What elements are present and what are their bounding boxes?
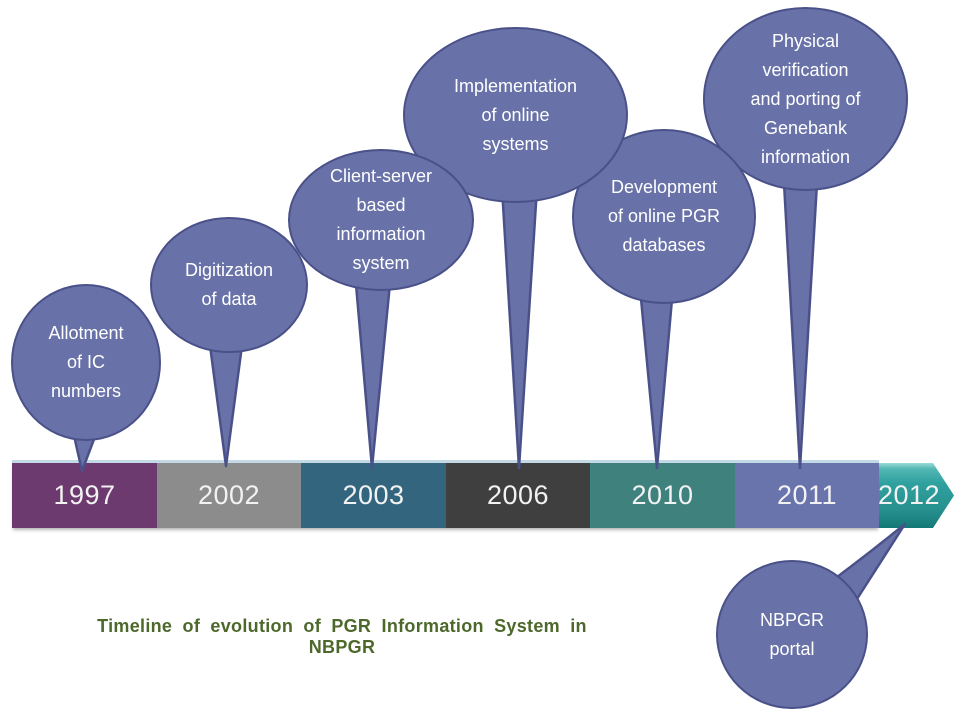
- balloon-implementation-label: Implementation of online systems: [453, 75, 578, 154]
- balloon-tail-implementation: [500, 187, 539, 470]
- timeline-bar-highlight: [12, 460, 879, 463]
- timeline-arrow-2012: [879, 463, 954, 528]
- balloon-nbpgr-portal-label: NBPGR portal: [759, 609, 824, 659]
- timeline-segment-2002: 2002: [157, 463, 301, 528]
- balloon-physical-verification: Physical verification and porting of Gen…: [703, 7, 908, 191]
- year-label-2002: 2002: [197, 480, 261, 510]
- timeline-segment-1997: 1997: [12, 463, 157, 528]
- year-label-2010: 2010: [631, 480, 694, 510]
- year-label-2006: 2006: [486, 480, 550, 510]
- slide-caption: Timeline of evolution of PGR Information…: [97, 616, 587, 657]
- balloon-tail-digitization: [207, 337, 245, 468]
- year-label-2011: 2011: [776, 480, 838, 510]
- balloon-development-label: Development of online PGR databases: [607, 177, 721, 255]
- balloon-allotment-ic-numbers: Allotment of IC numbers: [11, 284, 161, 441]
- balloon-nbpgr-portal: NBPGR portal: [716, 560, 868, 709]
- timeline-bar: 1997 2002 2003 2006 2010 2011: [12, 463, 879, 528]
- balloon-tail-development: [638, 287, 675, 470]
- balloon-digitization-of-data: Digitization of data: [150, 217, 308, 353]
- balloon-client-server-system: Client-server based information system: [288, 149, 474, 291]
- balloon-physical-label: Physical verification and porting of Gen…: [750, 30, 861, 167]
- timeline-segment-2003: 2003: [301, 463, 446, 528]
- balloon-allotment-label: Allotment of IC numbers: [48, 323, 124, 401]
- timeline-segment-2012: 2012: [877, 463, 941, 528]
- balloon-tail-physical: [782, 182, 819, 470]
- timeline-segment-2010: 2010: [590, 463, 735, 528]
- timeline-segment-2006: 2006: [446, 463, 590, 528]
- balloon-digitization-label: Digitization of data: [184, 260, 274, 309]
- timeline-segment-2011: 2011: [735, 463, 879, 528]
- balloon-client-server-label: Client-server based information system: [329, 166, 433, 273]
- year-label-2003: 2003: [342, 480, 405, 510]
- year-label-2012: 2012: [877, 480, 941, 510]
- year-label-1997: 1997: [53, 480, 116, 510]
- balloon-tail-client-server: [353, 272, 393, 470]
